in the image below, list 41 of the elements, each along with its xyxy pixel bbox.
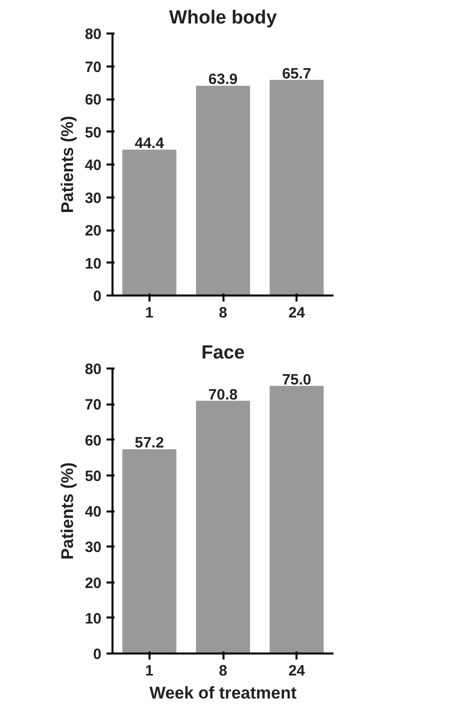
x-tick-label: 24 — [288, 662, 306, 680]
y-axis-title: Patients (%) — [58, 116, 77, 214]
y-axis-title: Patients (%) — [58, 462, 77, 560]
y-tick-label: 50 — [84, 124, 102, 142]
data-label: 70.8 — [208, 386, 238, 404]
y-tick-label: 30 — [84, 539, 102, 556]
bar — [122, 449, 176, 654]
x-tick-label: 8 — [218, 662, 228, 680]
y-tick-label: 60 — [84, 432, 102, 450]
data-label: 65.7 — [282, 65, 312, 82]
x-tick-label: 24 — [288, 304, 306, 322]
y-tick-label: 50 — [84, 468, 102, 485]
data-label: 63.9 — [208, 71, 238, 88]
y-tick-label: 40 — [84, 504, 102, 520]
y-tick-label: 20 — [84, 574, 102, 592]
x-tick-label: 1 — [145, 662, 154, 680]
y-tick-label: 70 — [84, 396, 102, 414]
data-label: 57.2 — [134, 434, 164, 452]
y-tick-label: 20 — [84, 222, 102, 240]
bar — [122, 150, 176, 296]
y-tick-label: 60 — [84, 92, 102, 108]
y-tick-label: 10 — [84, 610, 102, 628]
bar — [196, 400, 250, 654]
chart-title: Face — [201, 342, 245, 364]
y-tick-label: 10 — [84, 255, 102, 272]
y-tick-label: 30 — [84, 190, 102, 207]
data-label: 75.0 — [282, 371, 312, 388]
y-tick-label: 40 — [84, 157, 102, 174]
data-label: 44.4 — [134, 135, 165, 152]
y-tick-label: 80 — [84, 26, 102, 43]
x-tick-label: 1 — [145, 304, 154, 322]
x-axis-title: Week of treatment — [149, 684, 297, 702]
y-tick-label: 70 — [84, 58, 102, 76]
x-tick-label: 8 — [218, 304, 228, 322]
bar — [196, 86, 250, 296]
y-tick-label: 0 — [93, 646, 102, 663]
y-tick-label: 80 — [84, 361, 102, 378]
y-tick-label: 0 — [93, 288, 102, 305]
chart-title: Whole body — [169, 8, 278, 28]
bar — [270, 80, 324, 296]
bar — [270, 386, 324, 654]
